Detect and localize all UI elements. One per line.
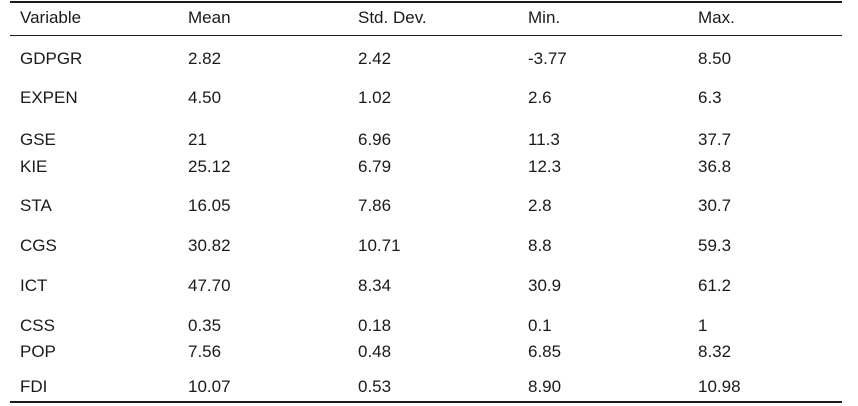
row-variable: CSS (20, 316, 55, 335)
row-mean: 47.70 (188, 276, 231, 295)
row-min: 0.1 (528, 316, 552, 335)
row-max: 36.8 (698, 157, 732, 176)
row-std-dev: 8.34 (358, 276, 392, 295)
row-mean: 4.50 (188, 88, 222, 107)
row-variable: STA (20, 196, 52, 215)
table-header-rule (10, 35, 842, 37)
row-max: 1 (698, 316, 708, 335)
row-variable: FDI (20, 377, 48, 396)
row-std-dev: 10.71 (358, 236, 401, 255)
table-bottom-rule (10, 401, 842, 403)
row-mean: 16.05 (188, 196, 231, 215)
row-variable: ICT (20, 276, 48, 295)
row-min: 2.6 (528, 88, 552, 107)
row-max: 37.7 (698, 130, 732, 149)
row-max: 8.50 (698, 49, 732, 68)
row-mean: 21 (188, 130, 207, 149)
row-mean: 25.12 (188, 157, 231, 176)
row-std-dev: 0.53 (358, 377, 392, 396)
row-min: 30.9 (528, 276, 562, 295)
row-variable: KIE (20, 157, 48, 176)
summary-statistics-table: Variable Mean Std. Dev. Min. Max. GDPGR … (10, 0, 842, 404)
row-std-dev: 6.79 (358, 157, 392, 176)
row-variable: GDPGR (20, 49, 83, 68)
row-max: 10.98 (698, 377, 741, 396)
row-std-dev: 1.02 (358, 88, 392, 107)
row-min: -3.77 (528, 49, 567, 68)
row-std-dev: 0.48 (358, 342, 392, 361)
row-mean: 30.82 (188, 236, 231, 255)
row-min: 2.8 (528, 196, 552, 215)
row-min: 8.90 (528, 377, 562, 396)
row-max: 8.32 (698, 342, 732, 361)
row-max: 6.3 (698, 88, 722, 107)
header-max: Max. (698, 8, 735, 27)
row-max: 61.2 (698, 276, 732, 295)
row-variable: POP (20, 342, 56, 361)
row-min: 11.3 (528, 130, 560, 149)
row-mean: 10.07 (188, 377, 231, 396)
row-std-dev: 6.96 (358, 130, 392, 149)
row-mean: 0.35 (188, 316, 222, 335)
row-std-dev: 7.86 (358, 196, 392, 215)
row-mean: 2.82 (188, 49, 222, 68)
row-min: 12.3 (528, 157, 562, 176)
row-variable: CGS (20, 236, 57, 255)
row-min: 8.8 (528, 236, 552, 255)
header-mean: Mean (188, 8, 231, 27)
row-max: 59.3 (698, 236, 732, 255)
header-min: Min. (528, 8, 561, 27)
row-variable: EXPEN (20, 88, 78, 107)
header-variable: Variable (20, 8, 82, 27)
table-top-rule (10, 1, 842, 3)
row-mean: 7.56 (188, 342, 222, 361)
row-std-dev: 0.18 (358, 316, 392, 335)
header-std-dev: Std. Dev. (358, 8, 427, 27)
row-variable: GSE (20, 130, 56, 149)
row-max: 30.7 (698, 196, 732, 215)
row-min: 6.85 (528, 342, 562, 361)
row-std-dev: 2.42 (358, 49, 392, 68)
